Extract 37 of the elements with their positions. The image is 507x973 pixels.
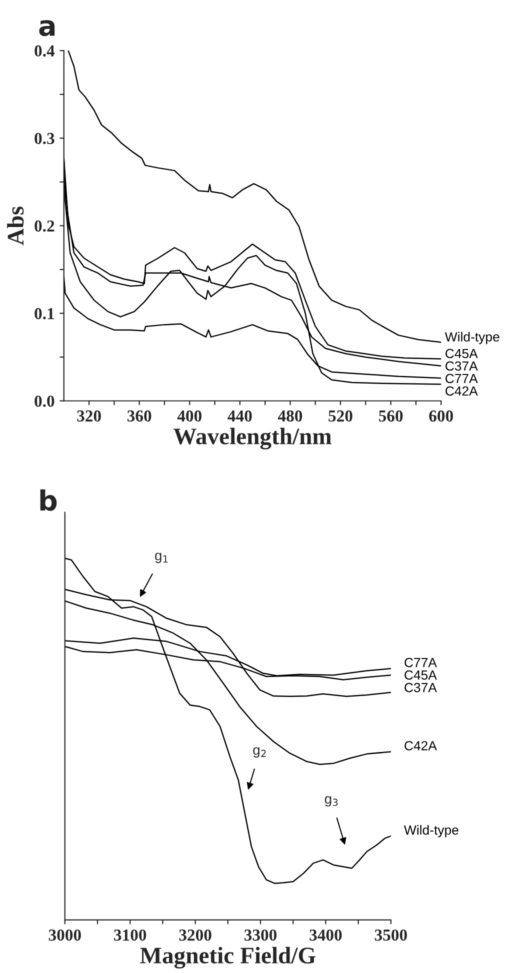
annotation: g$_{3}$ — [324, 796, 338, 807]
x-tick-label: 3100 — [114, 929, 146, 941]
y-tick-label: 0.2 — [34, 220, 54, 232]
y-tick-label: 0.3 — [34, 132, 54, 144]
x-tick-label: 600 — [429, 410, 453, 422]
x-tick-label: 3500 — [374, 929, 407, 941]
chart-title: b — [40, 489, 57, 511]
series-label: C45A — [446, 348, 478, 358]
series-label: C37A — [446, 361, 478, 371]
y-axis-title: Abs — [7, 206, 24, 246]
x-tick-label: 320 — [77, 410, 101, 422]
series-label: C45A — [404, 670, 437, 680]
series-label: C77A — [446, 374, 478, 384]
chart-title: a — [39, 20, 55, 36]
x-tick-label: 520 — [328, 410, 352, 422]
series-label: C37A — [404, 682, 437, 692]
x-tick-label: 360 — [127, 410, 152, 422]
y-tick-label: 0.4 — [34, 45, 55, 57]
series-label: C77A — [404, 658, 437, 668]
y-tick-label: 0.1 — [34, 308, 54, 320]
x-tick-label: 3200 — [179, 929, 212, 941]
y-tick-label: 0.0 — [34, 396, 54, 407]
annotation: g$_{1}$ — [155, 552, 168, 564]
x-tick-label: 3000 — [48, 929, 81, 941]
x-tick-label: 440 — [228, 410, 252, 422]
x-tick-label: 3300 — [244, 929, 277, 941]
series-label: Wild-type — [404, 825, 458, 838]
series-label: C42A — [446, 386, 478, 396]
x-axis-title: Magnetic Field/G — [140, 946, 316, 968]
x-tick-label: 480 — [278, 410, 302, 422]
annotation: g$_{2}$ — [253, 747, 266, 758]
x-tick-label: 3400 — [310, 929, 342, 941]
x-axis-title: Wavelength/nm — [173, 428, 332, 450]
x-tick-label: 560 — [378, 410, 403, 422]
series-label: Wild-type — [444, 332, 500, 344]
series-label: C42A — [404, 741, 437, 750]
x-tick-label: 400 — [177, 410, 202, 422]
